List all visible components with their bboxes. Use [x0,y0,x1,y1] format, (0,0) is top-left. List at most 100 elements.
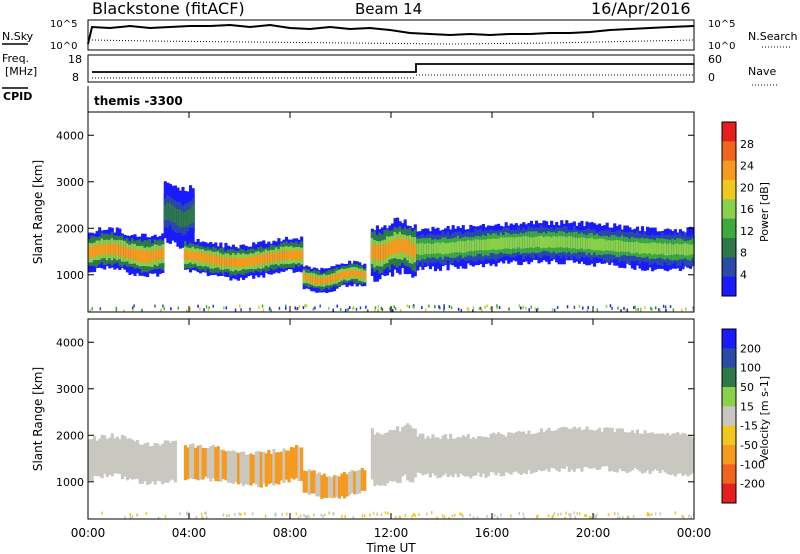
velocity-colorbar-tick: 15 [740,400,754,413]
velocity-cell [254,451,258,485]
velocity-cell [678,434,682,474]
velocity-cell [517,430,521,474]
velocity-speckle [145,512,148,516]
velocity-cell [428,438,432,478]
velocity-cell [486,437,491,477]
velocity-cell [492,432,496,473]
velocity-cell [272,448,276,486]
power-speckle [91,307,93,311]
power-cell [325,277,329,284]
velocity-speckle [101,511,103,515]
velocity-speckle [646,513,649,517]
power-cell [401,239,405,253]
velocity-speckle [195,515,198,519]
velocity-cell [252,454,256,484]
power-speckle [332,308,334,312]
power-cell [363,272,367,280]
velocity-speckle [129,515,132,519]
power-speckle [421,306,423,310]
power-speckle [270,309,272,313]
power-cell [514,237,518,249]
velocity-cell [345,474,349,497]
power-cell [108,244,112,255]
velocity-cell [209,446,213,482]
velocity-cell [373,434,377,487]
velocity-cell [613,432,617,472]
velocity-speckle [441,514,444,518]
velocity-cell [375,432,379,485]
velocity-cell [383,433,387,486]
power-cell [98,243,102,255]
velocity-cell [618,428,622,469]
power-cell [229,257,233,267]
velocity-speckle [387,511,389,515]
power-speckle [654,306,657,310]
velocity-cell [577,427,581,469]
power-cell [290,250,294,260]
power-cell [113,243,117,256]
power-cell [297,249,301,260]
velocity-cell [590,429,594,469]
velocity-speckle [238,512,240,516]
power-cell [618,240,622,253]
power-cell [529,237,533,248]
velocity-cell [189,444,193,479]
velocity-speckle [234,513,236,517]
power-cell [123,246,127,259]
velocity-cell [330,477,334,499]
power-cell [479,239,483,251]
power-cell [547,236,551,248]
power-speckle [328,306,330,310]
power-cell [421,242,425,256]
power-cell [499,237,503,250]
power-cell [133,250,137,260]
power-cell [171,204,175,223]
xtick-label: 16:00 [475,526,510,540]
power-speckle [536,308,538,312]
power-cell [555,236,559,248]
velocity-speckle [627,515,630,519]
power-cell [582,237,587,250]
power-speckle [141,308,143,312]
velocity-cell [416,436,420,473]
velocity-cell [125,438,129,481]
velocity-cell [459,437,463,474]
velocity-cell [646,433,650,471]
velocity-speckle [510,514,512,518]
power-cell [158,248,162,260]
velocity-cell [219,449,223,482]
velocity-cell [438,438,443,478]
velocity-speckle [361,514,364,518]
power-speckle [528,308,531,312]
velocity-speckle [426,512,428,516]
velocity-cell [183,445,188,481]
velocity-cell [88,439,92,481]
power-speckle [294,306,296,310]
power-cell [593,239,597,251]
power-cell [678,244,682,255]
power-speckle [133,304,135,308]
power-cell [204,253,208,263]
velocity-cell [663,434,667,473]
velocity-speckle [596,513,598,517]
velocity-cell [555,429,559,471]
velocity-cell [292,447,296,480]
power-speckle [489,307,492,311]
power-cell [151,250,155,261]
velocity-cell [499,433,503,477]
velocity-cell [532,433,536,473]
velocity-cell [103,435,107,474]
velocity-speckle [376,512,378,516]
velocity-cell [595,429,599,470]
velocity-cell [673,433,677,477]
velocity-cell [239,452,243,484]
power-speckle [399,309,402,313]
power-speckle [408,305,411,309]
power-cell [545,236,549,249]
velocity-cell [153,442,157,485]
power-cell [552,235,556,248]
velocity-speckle [304,515,307,519]
power-speckle [366,309,369,313]
power-cell [454,242,458,253]
power-cell [239,257,243,268]
